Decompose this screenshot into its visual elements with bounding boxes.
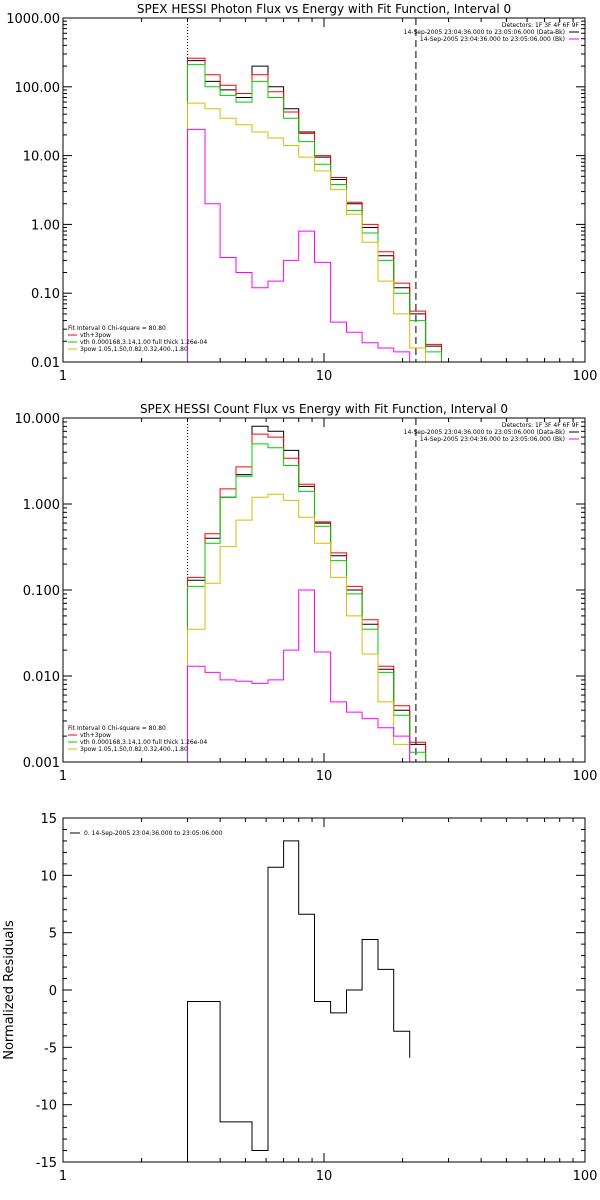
y-tick-label: 10.000 — [15, 412, 61, 427]
plot-title: SPEX HESSI Count Flux vs Energy with Fit… — [140, 402, 508, 416]
y-tick-label: 0.10 — [31, 287, 60, 302]
x-tick-label: 10 — [316, 769, 333, 784]
legend-text: 14-Sep-2005 23:04:36.000 to 23:05:06.000… — [404, 429, 565, 436]
series-group — [187, 840, 411, 1162]
series-line-1 — [187, 60, 442, 362]
x-tick-label: 1 — [59, 1169, 67, 1184]
x-tick-label: 100 — [573, 369, 598, 384]
legend-text: 14-Sep-2005 23:04:36.000 to 23:05:06.000… — [404, 29, 565, 36]
plot-3: 1 10 100 -15 -10 -5 0 5 10 15 Normalized Residuals… — [2, 812, 597, 1184]
legend-text: Fit Interval 0 Chi-square = 80.80 — [68, 725, 166, 732]
x-tick-label: 100 — [573, 769, 598, 784]
x-tick-label: 1 — [59, 769, 67, 784]
series-group — [187, 425, 442, 762]
y-tick-label: 10.00 — [23, 150, 60, 165]
legend: 0. 14-Sep-2005 23:04:36.000 to 23:05:06.… — [70, 830, 223, 837]
plot-frame — [62, 417, 586, 763]
y-axis-label: Normalized Residuals — [2, 920, 17, 1060]
y-tick-label: 0.001 — [23, 756, 60, 771]
legend-text: Fit Interval 0 Chi-square = 80.80 — [68, 325, 166, 332]
series-group — [187, 57, 442, 362]
legend-text: vth+3pow — [80, 332, 111, 339]
legend-text: 14-Sep-2005 23:04:36.000 to 23:05:06.000… — [420, 36, 565, 43]
legend: Fit Interval 0 Chi-square = 80.80vth+3po… — [68, 325, 207, 353]
series-line-3 — [187, 64, 442, 362]
y-tick-label: 1000.00 — [6, 12, 60, 27]
legend-text: Detectors: 1F 3F 4F 6F 9F — [502, 22, 580, 29]
plot-1: SPEX HESSI Photon Flux vs Energy with Fi… — [6, 2, 597, 384]
y-tick-label: -5 — [44, 1041, 57, 1056]
plot-frame — [62, 817, 586, 1163]
plot-frame — [62, 17, 586, 363]
x-tick-label: 10 — [316, 1169, 333, 1184]
y-tick-label: 0 — [49, 984, 57, 999]
y-tick-label: 1.00 — [31, 218, 60, 233]
series-line-4 — [187, 493, 442, 762]
legend-text: vth+3pow — [80, 732, 111, 739]
series-line-1 — [187, 840, 411, 1162]
plot-title: SPEX HESSI Photon Flux vs Energy with Fi… — [137, 2, 511, 16]
x-tick-label: 100 — [573, 1169, 598, 1184]
legend-text: 14-Sep-2005 23:04:36.000 to 23:05:06.000… — [420, 436, 565, 443]
legend-text: 0. 14-Sep-2005 23:04:36.000 to 23:05:06.… — [84, 830, 223, 837]
y-tick-label: 0.01 — [31, 356, 60, 371]
y-tick-label: -10 — [36, 1099, 57, 1114]
series-line-4 — [187, 102, 442, 362]
y-tick-label: 100.00 — [15, 81, 61, 96]
y-tick-label: 0.100 — [23, 584, 60, 599]
y-tick-label: 5 — [49, 927, 57, 942]
series-line-2 — [187, 57, 442, 362]
x-tick-label: 10 — [316, 369, 333, 384]
legend-text: vth 0.000168,3.14,1.00 full thick 1.26e-… — [80, 339, 207, 346]
legend-text: Detectors: 1F 3F 4F 6F 9F — [502, 422, 580, 429]
y-tick-label: 1.000 — [23, 498, 60, 513]
legend-text: vth 0.000168,3.14,1.00 full thick 1.26e-… — [80, 739, 207, 746]
y-tick-label: 10 — [40, 869, 57, 884]
y-tick-label: -15 — [36, 1156, 57, 1171]
legend-text: 3pow 1.05,1.50,0.82,0.32,400.,1.80 — [80, 746, 188, 753]
legend: Fit Interval 0 Chi-square = 80.80vth+3po… — [68, 725, 207, 753]
series-line-3 — [187, 443, 442, 762]
y-tick-label: 15 — [40, 812, 57, 827]
series-line-5 — [187, 128, 442, 362]
y-tick-label: 0.010 — [23, 670, 60, 685]
series-line-5 — [187, 589, 442, 762]
plot-2: SPEX HESSI Count Flux vs Energy with Fit… — [15, 402, 598, 784]
x-tick-label: 1 — [59, 369, 67, 384]
legend-text: 3pow 1.05,1.50,0.82,0.32,400.,1.80 — [80, 346, 188, 353]
